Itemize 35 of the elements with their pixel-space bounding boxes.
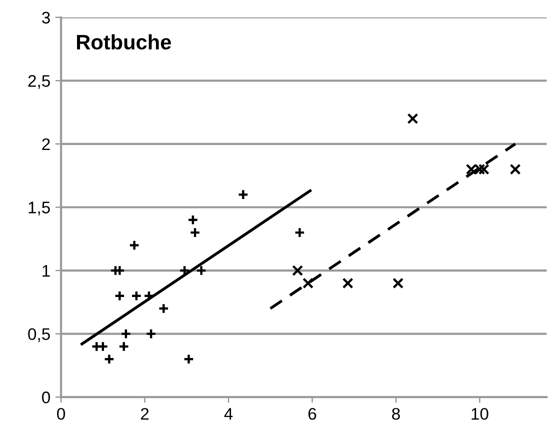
y-tick-label: 2,5 [28,75,50,89]
point [510,164,521,175]
point [190,227,201,238]
y-tick-label: 1,5 [28,202,50,216]
x-tick-label: 8 [392,408,400,420]
point [183,354,194,365]
point [158,303,170,314]
point [302,278,314,289]
text: Rotbuche [77,34,171,50]
point [392,278,404,289]
y-tick-label: 0,5 [28,328,50,342]
x-tick-label: 4 [224,408,233,420]
point [104,354,115,365]
point [294,227,306,238]
x-tick-label: 6 [308,408,316,420]
point [196,265,207,276]
point [118,340,130,352]
x-tick-label: 10 [472,408,488,420]
y-tick-label: 2 [42,138,50,150]
point [130,290,142,302]
point [114,290,126,302]
point [128,240,140,251]
point [238,189,249,200]
point [97,340,108,352]
point [342,278,354,289]
x-tick-label: 2 [140,408,149,420]
point [292,265,304,276]
y-tick-label: 1 [42,265,50,277]
point [146,328,157,340]
x-tick-label: 0 [57,408,66,420]
point [120,328,132,340]
y-tick-label: 3 [42,12,50,24]
y-tick-label: 0 [42,392,50,404]
point [187,214,198,226]
point [407,113,418,124]
